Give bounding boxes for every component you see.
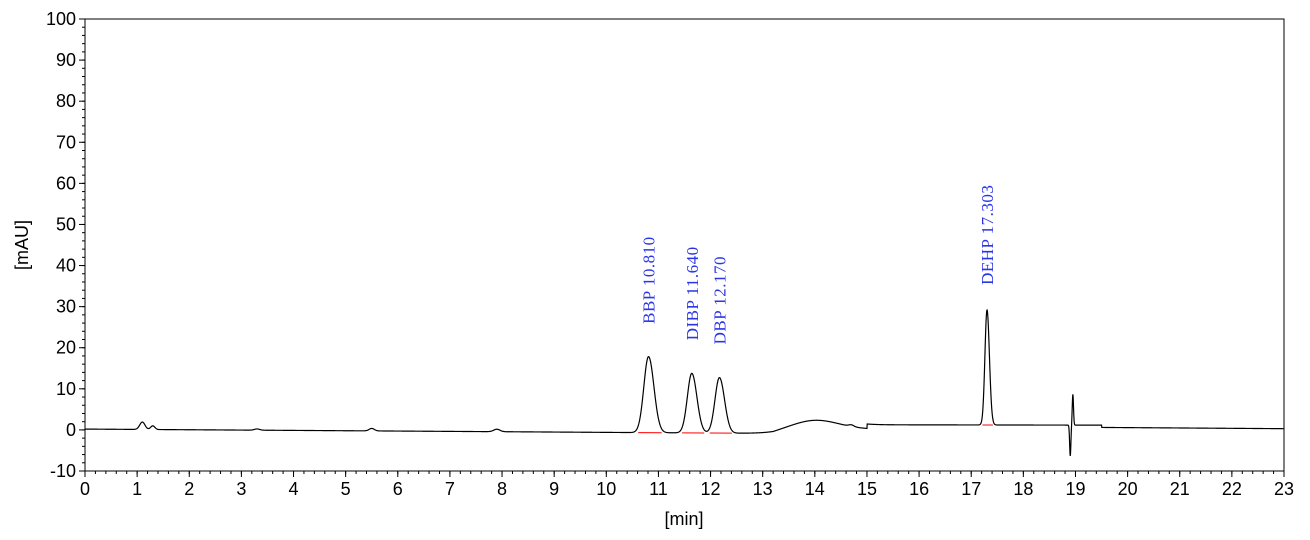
y-tick-label: -10 [50,461,76,481]
peak-label: DEHP 17.303 [978,185,997,285]
y-tick-label: 90 [56,50,76,70]
x-tick-label: 23 [1274,479,1294,499]
x-tick-label: 11 [649,479,668,499]
x-tick-label: 8 [497,479,507,499]
x-tick-label: 2 [184,479,194,499]
x-tick-label: 16 [909,479,929,499]
signal-trace [85,308,1285,456]
x-tick-label: 15 [857,479,877,499]
y-axis: -10 0 10 20 30 40 50 60 70 80 90 100 [46,9,85,481]
x-tick-label: 14 [805,479,825,499]
y-tick-label: 60 [56,173,76,193]
plot-frame [84,18,1285,472]
y-tick-label: 40 [56,256,76,276]
x-tick-label: 5 [341,479,351,499]
peak-label: DBP 12.170 [710,256,729,344]
x-tick-label: 19 [1065,479,1085,499]
x-tick-label: 13 [753,479,773,499]
peak-label: DIBP 11.640 [683,246,702,340]
x-tick-label: 3 [236,479,246,499]
y-tick-label: 100 [46,9,76,29]
x-tick-label: 10 [596,479,616,499]
x-tick-label: 6 [393,479,403,499]
y-tick-label: 20 [56,338,76,358]
x-tick-label: 21 [1170,479,1190,499]
y-axis-title: [mAU] [12,220,32,270]
y-tick-label: 50 [56,214,76,234]
x-axis-title: [min] [664,509,703,529]
x-tick-label: 0 [80,479,90,499]
peak-baselines [638,424,993,434]
y-tick-label: 80 [56,91,76,111]
x-tick-label: 12 [701,479,721,499]
x-tick-label: 1 [132,479,142,499]
x-tick-label: 9 [549,479,559,499]
y-tick-label: 0 [66,420,76,440]
x-tick-label: 17 [961,479,981,499]
x-tick-label: 20 [1118,479,1138,499]
y-tick-label: 30 [56,297,76,317]
x-tick-label: 18 [1013,479,1033,499]
peak-label: BBP 10.810 [640,236,659,324]
x-axis: 0 1 2 3 4 5 6 7 8 9 10 11 12 13 14 15 16 17 18 19 20 21 22 23 [80,471,1294,499]
y-tick-label: 70 [56,132,76,152]
x-tick-label: 7 [445,479,455,499]
x-tick-label: 22 [1222,479,1242,499]
peak-labels: BBP 10.810 DIBP 11.640 DBP 12.170 DEHP 17.3… [640,185,998,345]
x-tick-label: 4 [289,479,299,499]
y-tick-label: 10 [56,379,76,399]
